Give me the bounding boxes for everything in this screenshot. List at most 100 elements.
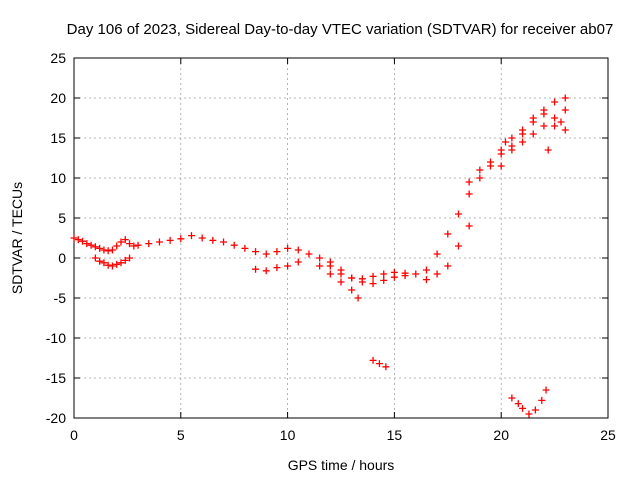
data-point bbox=[454, 210, 462, 218]
data-point bbox=[87, 241, 95, 249]
data-point bbox=[531, 406, 539, 414]
data-point bbox=[284, 244, 292, 252]
y-tick-label: -5 bbox=[54, 290, 67, 306]
plot-frame bbox=[73, 57, 609, 419]
y-tick-label: -10 bbox=[46, 330, 66, 346]
data-point bbox=[508, 146, 516, 154]
data-point bbox=[91, 254, 99, 262]
data-point bbox=[177, 235, 185, 243]
data-point bbox=[121, 236, 129, 244]
data-point bbox=[252, 248, 260, 256]
data-point bbox=[134, 241, 142, 249]
data-point bbox=[375, 360, 383, 368]
y-tick-label: 10 bbox=[50, 170, 66, 186]
x-tick-label: 20 bbox=[493, 427, 509, 443]
data-point bbox=[519, 404, 527, 412]
data-point bbox=[326, 258, 334, 266]
data-point bbox=[529, 130, 537, 138]
data-point bbox=[508, 134, 516, 142]
data-point bbox=[519, 138, 527, 146]
data-point bbox=[252, 265, 260, 273]
y-tick-label: 5 bbox=[58, 210, 66, 226]
data-point bbox=[273, 248, 281, 256]
y-tick-label: 0 bbox=[58, 250, 66, 266]
data-point bbox=[561, 126, 569, 134]
data-point bbox=[487, 158, 495, 166]
data-point bbox=[497, 150, 505, 158]
data-point bbox=[380, 270, 388, 278]
data-point bbox=[529, 118, 537, 126]
data-point bbox=[316, 262, 324, 270]
x-tick-label: 0 bbox=[70, 427, 78, 443]
data-point bbox=[444, 230, 452, 238]
y-tick-label: 25 bbox=[50, 50, 66, 66]
data-point bbox=[337, 266, 345, 274]
data-point bbox=[104, 261, 112, 269]
data-point bbox=[433, 250, 441, 258]
data-point bbox=[348, 274, 356, 282]
data-point bbox=[126, 254, 134, 262]
data-point bbox=[145, 240, 153, 248]
chart-title: Day 106 of 2023, Sidereal Day-to-day VTE… bbox=[67, 21, 614, 38]
data-point bbox=[104, 247, 112, 255]
y-tick-label: 15 bbox=[50, 130, 66, 146]
data-point bbox=[369, 272, 377, 280]
data-point bbox=[294, 258, 302, 266]
data-point bbox=[369, 356, 377, 364]
data-point bbox=[121, 256, 129, 264]
data-point bbox=[220, 238, 228, 246]
data-point bbox=[444, 262, 452, 270]
data-point bbox=[551, 122, 559, 130]
data-point bbox=[117, 238, 125, 246]
data-point bbox=[412, 270, 420, 278]
data-point bbox=[273, 264, 281, 272]
data-point bbox=[113, 242, 121, 250]
data-point bbox=[358, 278, 366, 286]
data-point bbox=[561, 94, 569, 102]
data-point bbox=[465, 222, 473, 230]
data-point bbox=[79, 237, 87, 245]
data-point bbox=[501, 138, 509, 146]
data-point bbox=[166, 236, 174, 244]
data-point bbox=[262, 250, 270, 258]
data-point bbox=[187, 232, 195, 240]
data-point bbox=[348, 286, 356, 294]
data-point bbox=[544, 146, 552, 154]
data-point bbox=[540, 122, 548, 130]
data-point bbox=[401, 272, 409, 280]
data-point bbox=[519, 130, 527, 138]
data-point bbox=[369, 280, 377, 288]
data-point bbox=[540, 110, 548, 118]
x-tick-label: 15 bbox=[387, 427, 403, 443]
x-tick-label: 5 bbox=[177, 427, 185, 443]
data-point bbox=[508, 394, 516, 402]
data-point bbox=[422, 276, 430, 284]
data-point bbox=[561, 106, 569, 114]
data-point bbox=[514, 400, 522, 408]
data-point bbox=[113, 260, 121, 268]
data-point bbox=[284, 262, 292, 270]
data-point bbox=[476, 174, 484, 182]
data-point bbox=[433, 270, 441, 278]
y-axis-label: SDTVAR / TECUs bbox=[9, 182, 25, 294]
data-point bbox=[117, 259, 125, 267]
axis-ticks: 0 5 10 15 20 25 -20 -15 -10 -5 0 5 10 15 20 25 bbox=[46, 50, 616, 443]
data-point bbox=[422, 266, 430, 274]
data-point bbox=[91, 243, 99, 251]
data-point bbox=[230, 241, 238, 249]
y-tick-label: -20 bbox=[46, 410, 66, 426]
data-point bbox=[74, 236, 82, 244]
data-point bbox=[126, 240, 134, 248]
data-point bbox=[70, 234, 78, 242]
data-point bbox=[198, 234, 206, 242]
data-point bbox=[525, 410, 533, 418]
data-point bbox=[337, 278, 345, 286]
data-point bbox=[465, 190, 473, 198]
data-point bbox=[305, 250, 313, 258]
y-tick-label: -15 bbox=[46, 370, 66, 386]
data-point bbox=[83, 240, 91, 248]
x-tick-label: 10 bbox=[280, 427, 296, 443]
data-point bbox=[354, 294, 362, 302]
data-point bbox=[454, 242, 462, 250]
data-point bbox=[557, 118, 565, 126]
